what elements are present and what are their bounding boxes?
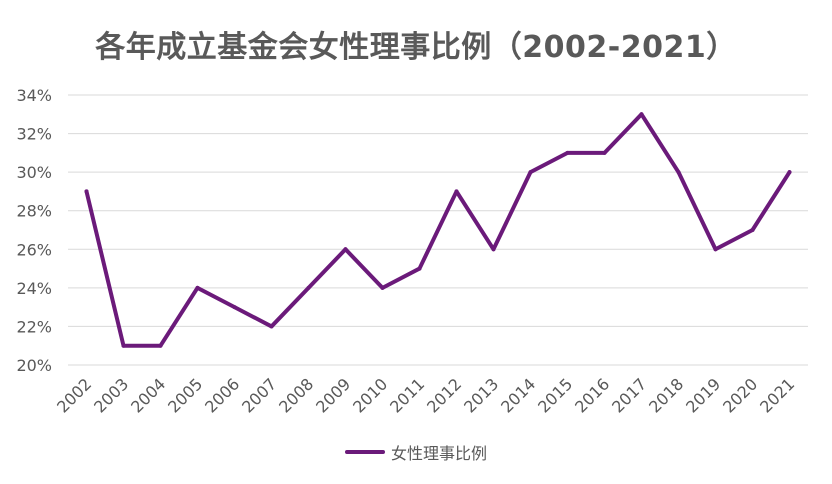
y-axis-ticks: 20% 22% 24% 26% 28% 30% 32% 34% (16, 86, 52, 375)
x-tick-label: 2017 (608, 374, 650, 416)
y-tick-label: 26% (16, 240, 52, 259)
data-point (454, 189, 459, 194)
data-point (491, 247, 496, 252)
chart-title: 各年成立基金会女性理事比例（2002-2021） (95, 30, 737, 65)
x-tick-label: 2006 (201, 374, 243, 416)
series-line (84, 112, 792, 348)
data-point (417, 266, 422, 271)
x-tick-label: 2016 (571, 374, 613, 416)
y-tick-label: 28% (16, 202, 52, 221)
data-point (380, 285, 385, 290)
y-tick-label: 24% (16, 279, 52, 298)
x-axis-ticks: 2002200320042005200620072008200920102011… (53, 374, 798, 416)
x-tick-label: 2009 (312, 374, 354, 416)
data-point (306, 285, 311, 290)
data-point (602, 150, 607, 155)
x-tick-label: 2008 (275, 374, 317, 416)
x-tick-label: 2003 (90, 374, 132, 416)
data-point (750, 228, 755, 232)
data-point (269, 324, 274, 329)
data-point (713, 247, 718, 252)
y-tick-label: 30% (16, 163, 52, 182)
data-point (84, 189, 89, 194)
x-tick-label: 2019 (682, 374, 724, 416)
y-tick-label: 32% (16, 125, 52, 144)
data-point (565, 150, 570, 155)
x-tick-label: 2010 (349, 374, 391, 416)
legend: 女性理事比例 (0, 440, 832, 464)
x-tick-label: 2020 (719, 374, 761, 416)
x-tick-label: 2007 (238, 374, 280, 416)
data-point (232, 305, 237, 310)
x-tick-label: 2014 (497, 374, 539, 416)
grid-lines (68, 94, 808, 366)
x-tick-label: 2005 (164, 374, 206, 416)
legend-label: 女性理事比例 (390, 444, 487, 463)
data-point (787, 170, 792, 175)
data-point (676, 170, 681, 175)
y-tick-label: 22% (16, 317, 52, 336)
legend-swatch (344, 450, 385, 454)
x-tick-label: 2002 (53, 374, 95, 416)
data-point (195, 285, 200, 290)
data-point (343, 247, 348, 252)
data-point (528, 170, 533, 175)
x-tick-label: 2015 (534, 374, 576, 416)
x-tick-label: 2018 (645, 374, 687, 416)
x-tick-label: 2013 (460, 374, 502, 416)
y-tick-label: 34% (16, 86, 52, 105)
series-layer (84, 112, 792, 348)
x-tick-label: 2011 (386, 374, 428, 416)
y-tick-label: 20% (16, 356, 52, 375)
data-point (121, 343, 126, 348)
x-tick-label: 2012 (423, 374, 465, 416)
data-point (158, 343, 163, 348)
x-tick-label: 2004 (127, 374, 169, 416)
data-point (639, 112, 644, 117)
x-tick-label: 2021 (756, 374, 798, 416)
